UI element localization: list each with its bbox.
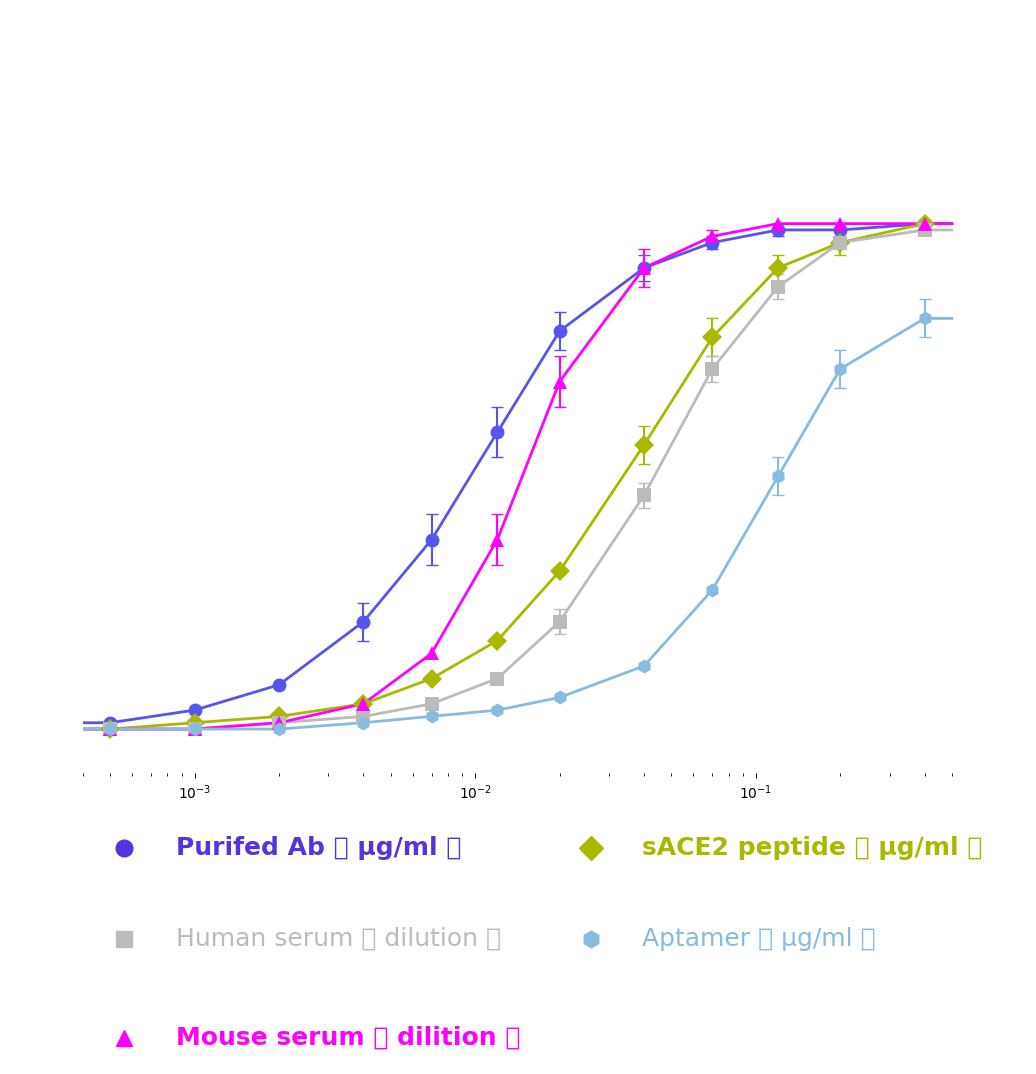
Text: Aptamer （ μg/ml ）: Aptamer （ μg/ml ） xyxy=(642,927,876,950)
Text: Mouse serum （ dilition ）: Mouse serum （ dilition ） xyxy=(176,1026,520,1050)
Text: sACE2 peptide （ μg/ml ）: sACE2 peptide （ μg/ml ） xyxy=(642,837,983,860)
Text: Human serum （ dilution ）: Human serum （ dilution ） xyxy=(176,927,501,950)
Text: Purifed Ab （ μg/ml ）: Purifed Ab （ μg/ml ） xyxy=(176,837,461,860)
